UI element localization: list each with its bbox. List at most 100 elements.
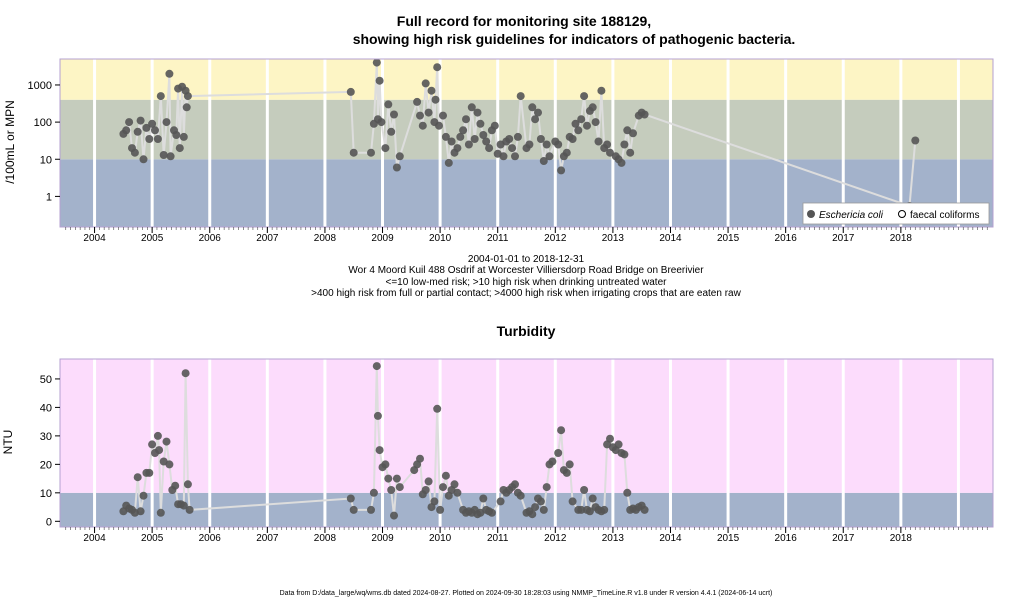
ecoli-point [175,144,184,153]
turbidity-y-tick-label-10: 10 [40,488,52,500]
ecoli-point [349,148,358,157]
ecoli-point [384,100,393,109]
ecoli-x-tick-label-2016: 2016 [775,233,798,244]
turbidity-point [179,501,188,510]
turbidity-panel: 0 10 20 30 40 50 2004 2005 2006 2007 2008 2009 2010… [1,358,994,544]
turbidity-x-tick-label-2014: 2014 [659,533,682,544]
ecoli-point [427,86,436,95]
turbidity-point [390,511,398,520]
ecoli-point [583,121,591,130]
turbidity-point [395,483,404,492]
ecoli-point [166,152,175,161]
ecoli-point [603,140,612,149]
ecoli-point [640,110,649,119]
ecoli-point [372,58,381,67]
turbidity-point [392,474,401,483]
turbidity-point [577,505,586,514]
turbidity-y-tick-label-40: 40 [40,402,52,414]
turbidity-y-tick-label-0: 0 [46,516,52,528]
ecoli-point [574,126,583,135]
ecoli-point [542,140,551,149]
turbidity-point [516,491,525,500]
ecoli-point [580,92,589,101]
turbidity-point [536,497,545,506]
turbidity-point [531,503,540,512]
ecoli-point [424,108,433,117]
ecoli-x-tick-label-2006: 2006 [199,233,222,244]
turbidity-title: Turbidity [497,323,556,339]
ecoli-point [421,79,430,88]
turbidity-point [450,480,459,489]
turbidity-point [528,510,537,519]
turbidity-point [554,449,563,457]
legend-faecal-label: faecal coliforms [910,210,979,221]
ecoli-point [179,132,188,141]
ecoli-point [620,140,629,149]
ecoli-x-tick-label-2015: 2015 [717,233,740,244]
turbidity-point [136,507,145,516]
ecoli-y-tick-label-100: 100 [34,117,52,129]
ecoli-x-tick-label-2009: 2009 [371,233,394,244]
ecoli-y-tick-label-1000: 1000 [28,80,52,92]
ecoli-x-tick-label-2004: 2004 [83,233,106,244]
turbidity-point [171,481,180,490]
turbidity-point [542,483,551,492]
ecoli-x-tick-label-2013: 2013 [602,233,625,244]
ecoli-point [531,115,540,124]
ecoli-point [516,92,525,101]
ecoli-point [441,132,450,141]
ecoli-point [462,115,470,124]
ecoli-point [568,135,577,143]
ecoli-point [539,157,548,165]
turbidity-point [580,486,589,494]
ecoli-point [528,103,537,112]
turbidity-point [614,440,623,449]
ecoli-point [447,137,456,146]
chart-title-line1: Full record for monitoring site 188129, [397,13,651,29]
turbidity-point [145,468,154,477]
subtitle-risk-low: <=10 low-med risk; >10 high risk when dr… [386,277,668,288]
turbidity-point [548,457,557,466]
ecoli-point [453,144,462,153]
turbidity-point [433,404,442,413]
ecoli-point [485,144,494,153]
ecoli-point [148,119,157,128]
ecoli-point [172,131,181,139]
turbidity-point [416,454,424,463]
turbidity-point [162,437,171,446]
ecoli-point [142,123,151,132]
turbidity-point [139,491,148,500]
turbidity-point [346,494,355,503]
ecoli-point [482,137,491,146]
ecoli-point [545,152,554,161]
ecoli-point [629,129,637,138]
ecoli-point [435,121,443,130]
turbidity-point [441,471,450,480]
turbidity-point [181,369,190,378]
turbidity-y-tick-label-50: 50 [40,374,52,386]
legend-ecoli-marker [807,210,815,218]
turbidity-point [565,460,574,469]
bacteria-panel: 1 10 100 1000 2004 2005 2006 2007 2008 2009 2010 2… [3,58,994,244]
ecoli-point [375,76,384,85]
ecoli-point [136,116,145,125]
ecoli-x-tick-label-2007: 2007 [256,233,279,244]
ecoli-point [911,136,920,145]
turbidity-point [421,486,430,494]
turbidity-point [623,488,632,497]
ecoli-point [473,108,482,117]
ecoli-point [626,148,635,157]
ecoli-point [390,110,398,119]
turbidity-x-tick-label-2008: 2008 [314,533,337,544]
ecoli-point [183,92,192,101]
ecoli-point [392,163,401,172]
turbidity-point [183,480,192,489]
ecoli-point [433,63,442,72]
ecoli-point [416,111,424,120]
turbidity-point [381,460,390,469]
ecoli-point [418,121,427,130]
ecoli-x-tick-label-2018: 2018 [890,233,913,244]
turbidity-point [436,505,445,514]
turbidity-point [557,426,566,435]
